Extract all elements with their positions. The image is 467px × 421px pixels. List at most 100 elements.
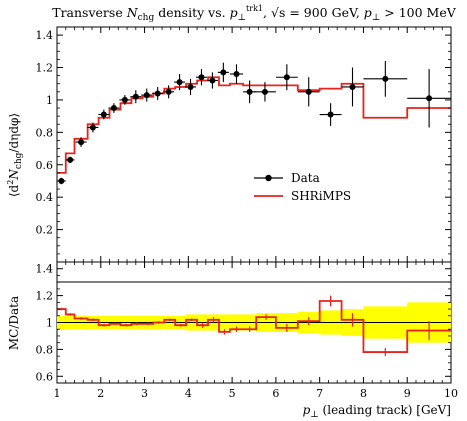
xlabel-p: p [303,403,311,417]
main-y-tick-label: 1.2 [36,62,54,75]
chart-title: Transverse Nchg density vs. p⊥trk1, √s =… [52,4,456,23]
data-point-marker [58,177,65,184]
ratio-y-tick-label: 1 [46,317,53,330]
x-tick-label: 6 [272,387,279,400]
data-point-marker [327,111,334,118]
title-p-sup: trk1 [246,4,263,13]
ratio-uncertainty-band [57,302,451,343]
main-y-tick-label: 1 [46,94,53,107]
data-point-marker [209,77,216,84]
data-point [206,72,218,89]
data-point [98,109,110,120]
ylabel-n-sub: chg [14,152,24,169]
title-n-sub: chg [138,13,155,23]
data-point [119,95,131,105]
x-tick-label: 10 [444,387,458,400]
data-point [141,88,153,102]
data-point-marker [110,105,117,112]
x-tick-label: 3 [141,387,148,400]
legend-shrimps-label: SHRiMPS [291,189,351,203]
title-lead: Transverse [52,5,126,20]
ratio-plot-panel: 0.6 0.8 1 1.2 1.4 1 2 3 4 5 6 7 8 9 10 [36,261,458,400]
data-point-marker [233,71,240,77]
ratio-y-tick-label: 0.6 [36,370,54,383]
ylabel-open: ⟨d [7,184,21,197]
xlabel-p-sub: ⊥ [310,410,318,420]
title-n: N [126,5,139,20]
main-y-tick-label: 0.8 [36,126,54,139]
data-point [363,61,408,97]
legend-data-label: Data [291,171,320,185]
x-tick-label: 2 [97,387,104,400]
ratio-y-tick-label: 0.8 [36,343,54,356]
data-point-marker [176,79,183,86]
data-point-marker [187,83,194,90]
data-point [163,85,175,99]
data-point [217,62,229,83]
x-tick-label: 1 [54,387,61,400]
title-p2: p [364,5,372,20]
shrimps-histogram-line [57,76,451,174]
xlabel-tail: (leading track) [GeV] [319,403,451,417]
data-point-marker [305,88,312,95]
data-point [297,77,320,107]
main-y-axis-label: ⟨d2Nchg/dηdφ⟩ [6,113,24,197]
data-point-marker [349,83,356,90]
ratio-axis-layer: 0.6 0.8 1 1.2 1.4 1 2 3 4 5 6 7 8 9 10 [36,262,458,400]
main-plot-frame [56,26,452,283]
ratio-series-layer [57,295,451,357]
data-point-marker [132,93,139,100]
title-p-sub: ⊥ [238,13,246,23]
data-point-marker [165,88,172,95]
title-p: p [230,5,238,20]
ylabel-tail: /dηdφ⟩ [7,113,21,153]
main-plot-panel: 0.2 0.4 0.6 0.8 1 1.2 1.4 [36,26,452,283]
main-y-tick-label: 0.2 [36,224,54,237]
data-point-marker [143,92,150,99]
data-point-marker [261,88,268,95]
data-point-marker [89,124,96,131]
data-point [229,64,244,84]
data-point-marker [67,156,74,163]
data-point-marker [246,88,253,95]
data-point-marker [100,111,107,118]
data-point [341,67,364,107]
data-point-marker [121,96,128,103]
data-point [152,86,164,100]
data-point [319,103,342,126]
data-point-marker [220,69,227,76]
main-y-tick-label: 1.4 [36,29,54,42]
ylabel-sq: 2 [6,180,15,185]
x-tick-label: 9 [404,387,411,400]
title-mid: density vs. [154,5,229,20]
data-point-marker [154,90,161,97]
data-point [185,78,196,96]
ratio-y-tick-label: 1.2 [36,290,54,303]
title-sqrt: , √s = 900 GeV, [263,5,364,20]
data-point [75,137,87,147]
data-point [108,103,120,113]
x-axis-label: p⊥ (leading track) [GeV] [303,403,451,420]
data-point-marker [78,139,85,146]
data-point [407,69,451,128]
data-point [174,74,186,91]
data-point [195,69,207,86]
data-point [275,64,298,91]
title-p2-sub: ⊥ [372,13,380,23]
data-point [130,90,142,104]
data-point-marker [198,74,205,81]
data-point [254,82,276,102]
main-series-layer [57,61,451,185]
data-point-marker [426,95,433,102]
data-point [65,156,75,164]
ylabel-n: N [7,169,21,181]
x-tick-label: 4 [185,387,192,400]
legend-data-marker [265,174,272,182]
x-tick-label: 5 [229,387,236,400]
data-point [87,122,99,133]
x-tick-label: 8 [360,387,367,400]
data-point-marker [283,74,290,81]
legend: Data SHRiMPS [254,171,351,203]
x-tick-label: 7 [316,387,323,400]
